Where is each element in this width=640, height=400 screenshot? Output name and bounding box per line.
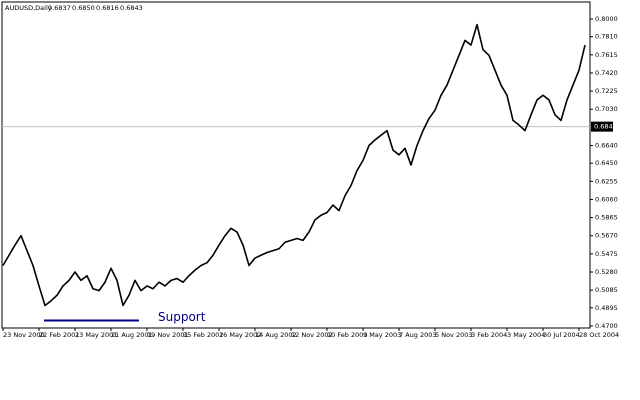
y-tick-label: 0.6255 bbox=[595, 177, 618, 185]
y-tick-label: 0.6450 bbox=[595, 159, 618, 167]
x-tick-label: 15 Feb 2002 bbox=[183, 331, 223, 339]
ohlc-value: 0.6816 bbox=[96, 4, 119, 12]
x-tick-label: 3 May 2004 bbox=[507, 331, 545, 339]
x-tick-label: 3 Feb 2004 bbox=[471, 331, 507, 339]
chart-title: AUDUSD,Daily bbox=[5, 4, 52, 12]
y-tick-label: 0.5670 bbox=[595, 232, 618, 240]
y-tick-label: 0.7225 bbox=[595, 87, 618, 95]
y-tick-label: 0.4895 bbox=[595, 304, 618, 312]
y-tick-label: 0.7810 bbox=[595, 33, 618, 41]
ohlc-value: 0.6843 bbox=[120, 4, 143, 12]
ohlc-value: 0.6850 bbox=[72, 4, 95, 12]
x-tick-label: 30 Jul 2004 bbox=[543, 331, 580, 339]
y-tick-label: 0.7615 bbox=[595, 51, 618, 59]
x-tick-label: 23 Nov 2000 bbox=[3, 331, 45, 339]
last-price-box bbox=[591, 121, 613, 132]
y-tick-label: 0.5865 bbox=[595, 214, 618, 222]
ohlc-value: 0.6837 bbox=[48, 4, 71, 12]
x-tick-label: 19 Nov 2001 bbox=[147, 331, 189, 339]
x-tick-label: 21 Aug 2001 bbox=[111, 331, 153, 339]
x-tick-label: 5 Nov 2003 bbox=[435, 331, 473, 339]
y-tick-label: 0.4700 bbox=[595, 322, 618, 330]
last-price-label: 0.6843 bbox=[594, 123, 617, 131]
x-tick-label: 22 Feb 2001 bbox=[39, 331, 79, 339]
plot-frame bbox=[1, 1, 591, 329]
y-tick-label: 0.7420 bbox=[595, 69, 618, 77]
y-tick-label: 0.8000 bbox=[595, 15, 618, 23]
x-tick-label: 23 May 2001 bbox=[75, 331, 117, 339]
x-tick-label: 7 Aug 2003 bbox=[399, 331, 437, 339]
x-tick-label: 9 May 2003 bbox=[363, 331, 401, 339]
y-tick-label: 0.5085 bbox=[595, 286, 618, 294]
support-label: Support bbox=[158, 310, 206, 324]
y-tick-label: 0.5280 bbox=[595, 268, 618, 276]
x-tick-label: 10 Feb 2003 bbox=[327, 331, 367, 339]
x-tick-label: 12 Nov 2002 bbox=[291, 331, 333, 339]
x-tick-label: 14 Aug 2002 bbox=[255, 331, 297, 339]
x-tick-label: 28 Oct 2004 bbox=[579, 331, 619, 339]
x-tick-label: 16 May 2002 bbox=[219, 331, 261, 339]
price-line bbox=[2, 23, 586, 307]
y-tick-label: 0.6640 bbox=[595, 142, 618, 150]
y-tick-label: 0.5475 bbox=[595, 250, 618, 258]
y-tick-label: 0.7030 bbox=[595, 105, 618, 113]
y-tick-label: 0.6060 bbox=[595, 195, 618, 203]
